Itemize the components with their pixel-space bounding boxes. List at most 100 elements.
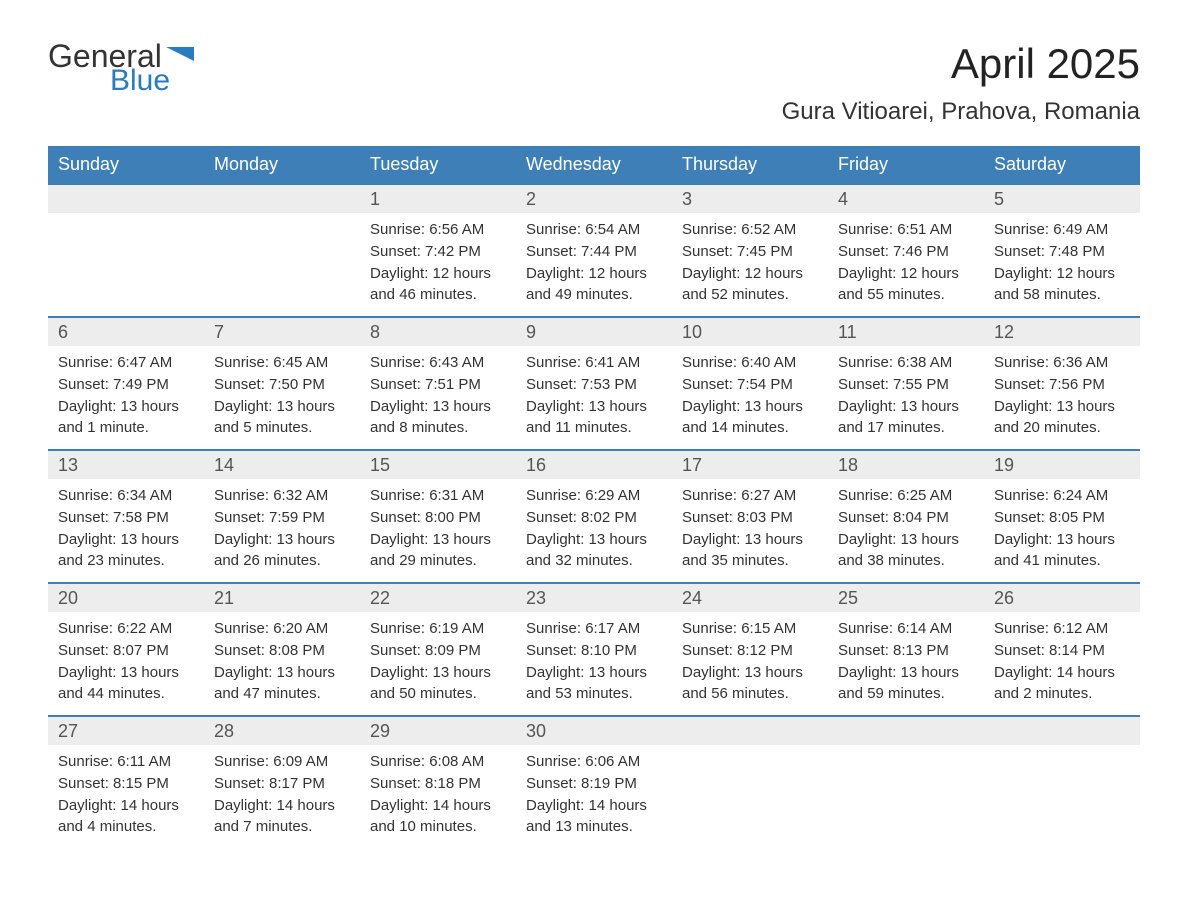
- day-cell: 28Sunrise: 6:09 AMSunset: 8:17 PMDayligh…: [204, 717, 360, 848]
- sunrise-line: Sunrise: 6:22 AM: [58, 618, 194, 639]
- sunset-line: Sunset: 7:59 PM: [214, 507, 350, 528]
- day-number: 11: [828, 318, 984, 346]
- daylight-line: Daylight: 14 hours and 7 minutes.: [214, 795, 350, 837]
- sunset-line: Sunset: 7:58 PM: [58, 507, 194, 528]
- logo-flag-icon: [166, 47, 194, 67]
- day-content: Sunrise: 6:20 AMSunset: 8:08 PMDaylight:…: [204, 612, 360, 704]
- day-cell: 17Sunrise: 6:27 AMSunset: 8:03 PMDayligh…: [672, 451, 828, 582]
- day-content: Sunrise: 6:25 AMSunset: 8:04 PMDaylight:…: [828, 479, 984, 571]
- day-number: 21: [204, 584, 360, 612]
- daylight-line: Daylight: 13 hours and 29 minutes.: [370, 529, 506, 571]
- weekday-header: Tuesday: [360, 146, 516, 183]
- sunrise-line: Sunrise: 6:47 AM: [58, 352, 194, 373]
- daylight-line: Daylight: 12 hours and 46 minutes.: [370, 263, 506, 305]
- sunset-line: Sunset: 8:12 PM: [682, 640, 818, 661]
- daylight-line: Daylight: 13 hours and 32 minutes.: [526, 529, 662, 571]
- sunrise-line: Sunrise: 6:54 AM: [526, 219, 662, 240]
- day-cell: 6Sunrise: 6:47 AMSunset: 7:49 PMDaylight…: [48, 318, 204, 449]
- day-content: Sunrise: 6:19 AMSunset: 8:09 PMDaylight:…: [360, 612, 516, 704]
- day-number: 14: [204, 451, 360, 479]
- day-content: Sunrise: 6:12 AMSunset: 8:14 PMDaylight:…: [984, 612, 1140, 704]
- weekday-header: Sunday: [48, 146, 204, 183]
- daylight-line: Daylight: 13 hours and 20 minutes.: [994, 396, 1130, 438]
- day-number: 5: [984, 185, 1140, 213]
- sunset-line: Sunset: 7:42 PM: [370, 241, 506, 262]
- day-cell: 2Sunrise: 6:54 AMSunset: 7:44 PMDaylight…: [516, 185, 672, 316]
- logo-text-blue: Blue: [110, 66, 194, 96]
- day-content: Sunrise: 6:54 AMSunset: 7:44 PMDaylight:…: [516, 213, 672, 305]
- day-cell: 5Sunrise: 6:49 AMSunset: 7:48 PMDaylight…: [984, 185, 1140, 316]
- sunrise-line: Sunrise: 6:36 AM: [994, 352, 1130, 373]
- sunrise-line: Sunrise: 6:20 AM: [214, 618, 350, 639]
- daylight-line: Daylight: 13 hours and 35 minutes.: [682, 529, 818, 571]
- sunrise-line: Sunrise: 6:15 AM: [682, 618, 818, 639]
- sunset-line: Sunset: 7:55 PM: [838, 374, 974, 395]
- sunrise-line: Sunrise: 6:27 AM: [682, 485, 818, 506]
- day-content: Sunrise: 6:15 AMSunset: 8:12 PMDaylight:…: [672, 612, 828, 704]
- day-cell: 7Sunrise: 6:45 AMSunset: 7:50 PMDaylight…: [204, 318, 360, 449]
- sunset-line: Sunset: 8:15 PM: [58, 773, 194, 794]
- sunrise-line: Sunrise: 6:11 AM: [58, 751, 194, 772]
- sunset-line: Sunset: 8:14 PM: [994, 640, 1130, 661]
- day-number: 30: [516, 717, 672, 745]
- sunrise-line: Sunrise: 6:32 AM: [214, 485, 350, 506]
- week-row: 20Sunrise: 6:22 AMSunset: 8:07 PMDayligh…: [48, 582, 1140, 715]
- sunset-line: Sunset: 7:51 PM: [370, 374, 506, 395]
- day-number: 12: [984, 318, 1140, 346]
- sunrise-line: Sunrise: 6:14 AM: [838, 618, 974, 639]
- sunrise-line: Sunrise: 6:40 AM: [682, 352, 818, 373]
- day-number: 16: [516, 451, 672, 479]
- day-content: Sunrise: 6:29 AMSunset: 8:02 PMDaylight:…: [516, 479, 672, 571]
- daylight-line: Daylight: 13 hours and 44 minutes.: [58, 662, 194, 704]
- day-number: 3: [672, 185, 828, 213]
- day-number: 8: [360, 318, 516, 346]
- sunrise-line: Sunrise: 6:12 AM: [994, 618, 1130, 639]
- day-content: Sunrise: 6:40 AMSunset: 7:54 PMDaylight:…: [672, 346, 828, 438]
- sunrise-line: Sunrise: 6:09 AM: [214, 751, 350, 772]
- day-number: 2: [516, 185, 672, 213]
- daylight-line: Daylight: 13 hours and 23 minutes.: [58, 529, 194, 571]
- day-number: 28: [204, 717, 360, 745]
- day-number: 22: [360, 584, 516, 612]
- day-cell: 18Sunrise: 6:25 AMSunset: 8:04 PMDayligh…: [828, 451, 984, 582]
- day-number: [984, 717, 1140, 745]
- sunrise-line: Sunrise: 6:25 AM: [838, 485, 974, 506]
- daylight-line: Daylight: 13 hours and 11 minutes.: [526, 396, 662, 438]
- sunrise-line: Sunrise: 6:17 AM: [526, 618, 662, 639]
- day-cell: 8Sunrise: 6:43 AMSunset: 7:51 PMDaylight…: [360, 318, 516, 449]
- day-content: Sunrise: 6:24 AMSunset: 8:05 PMDaylight:…: [984, 479, 1140, 571]
- calendar: SundayMondayTuesdayWednesdayThursdayFrid…: [48, 146, 1140, 848]
- title-block: April 2025 Gura Vitioarei, Prahova, Roma…: [782, 40, 1140, 140]
- day-number: 18: [828, 451, 984, 479]
- month-title: April 2025: [782, 40, 1140, 88]
- day-cell: 20Sunrise: 6:22 AMSunset: 8:07 PMDayligh…: [48, 584, 204, 715]
- sunset-line: Sunset: 7:49 PM: [58, 374, 194, 395]
- day-number: 23: [516, 584, 672, 612]
- day-number: [48, 185, 204, 213]
- sunset-line: Sunset: 7:56 PM: [994, 374, 1130, 395]
- day-number: 9: [516, 318, 672, 346]
- day-cell: [48, 185, 204, 316]
- day-number: 19: [984, 451, 1140, 479]
- day-content: Sunrise: 6:27 AMSunset: 8:03 PMDaylight:…: [672, 479, 828, 571]
- day-cell: 30Sunrise: 6:06 AMSunset: 8:19 PMDayligh…: [516, 717, 672, 848]
- daylight-line: Daylight: 13 hours and 5 minutes.: [214, 396, 350, 438]
- weekday-header-row: SundayMondayTuesdayWednesdayThursdayFrid…: [48, 146, 1140, 183]
- day-number: 13: [48, 451, 204, 479]
- weekday-header: Monday: [204, 146, 360, 183]
- logo: General Blue: [48, 40, 194, 96]
- sunrise-line: Sunrise: 6:19 AM: [370, 618, 506, 639]
- sunset-line: Sunset: 8:18 PM: [370, 773, 506, 794]
- day-cell: 4Sunrise: 6:51 AMSunset: 7:46 PMDaylight…: [828, 185, 984, 316]
- day-content: Sunrise: 6:47 AMSunset: 7:49 PMDaylight:…: [48, 346, 204, 438]
- sunrise-line: Sunrise: 6:31 AM: [370, 485, 506, 506]
- daylight-line: Daylight: 14 hours and 4 minutes.: [58, 795, 194, 837]
- day-cell: 13Sunrise: 6:34 AMSunset: 7:58 PMDayligh…: [48, 451, 204, 582]
- sunset-line: Sunset: 7:54 PM: [682, 374, 818, 395]
- day-cell: 27Sunrise: 6:11 AMSunset: 8:15 PMDayligh…: [48, 717, 204, 848]
- daylight-line: Daylight: 14 hours and 13 minutes.: [526, 795, 662, 837]
- sunrise-line: Sunrise: 6:43 AM: [370, 352, 506, 373]
- day-content: Sunrise: 6:31 AMSunset: 8:00 PMDaylight:…: [360, 479, 516, 571]
- daylight-line: Daylight: 13 hours and 41 minutes.: [994, 529, 1130, 571]
- day-number: 17: [672, 451, 828, 479]
